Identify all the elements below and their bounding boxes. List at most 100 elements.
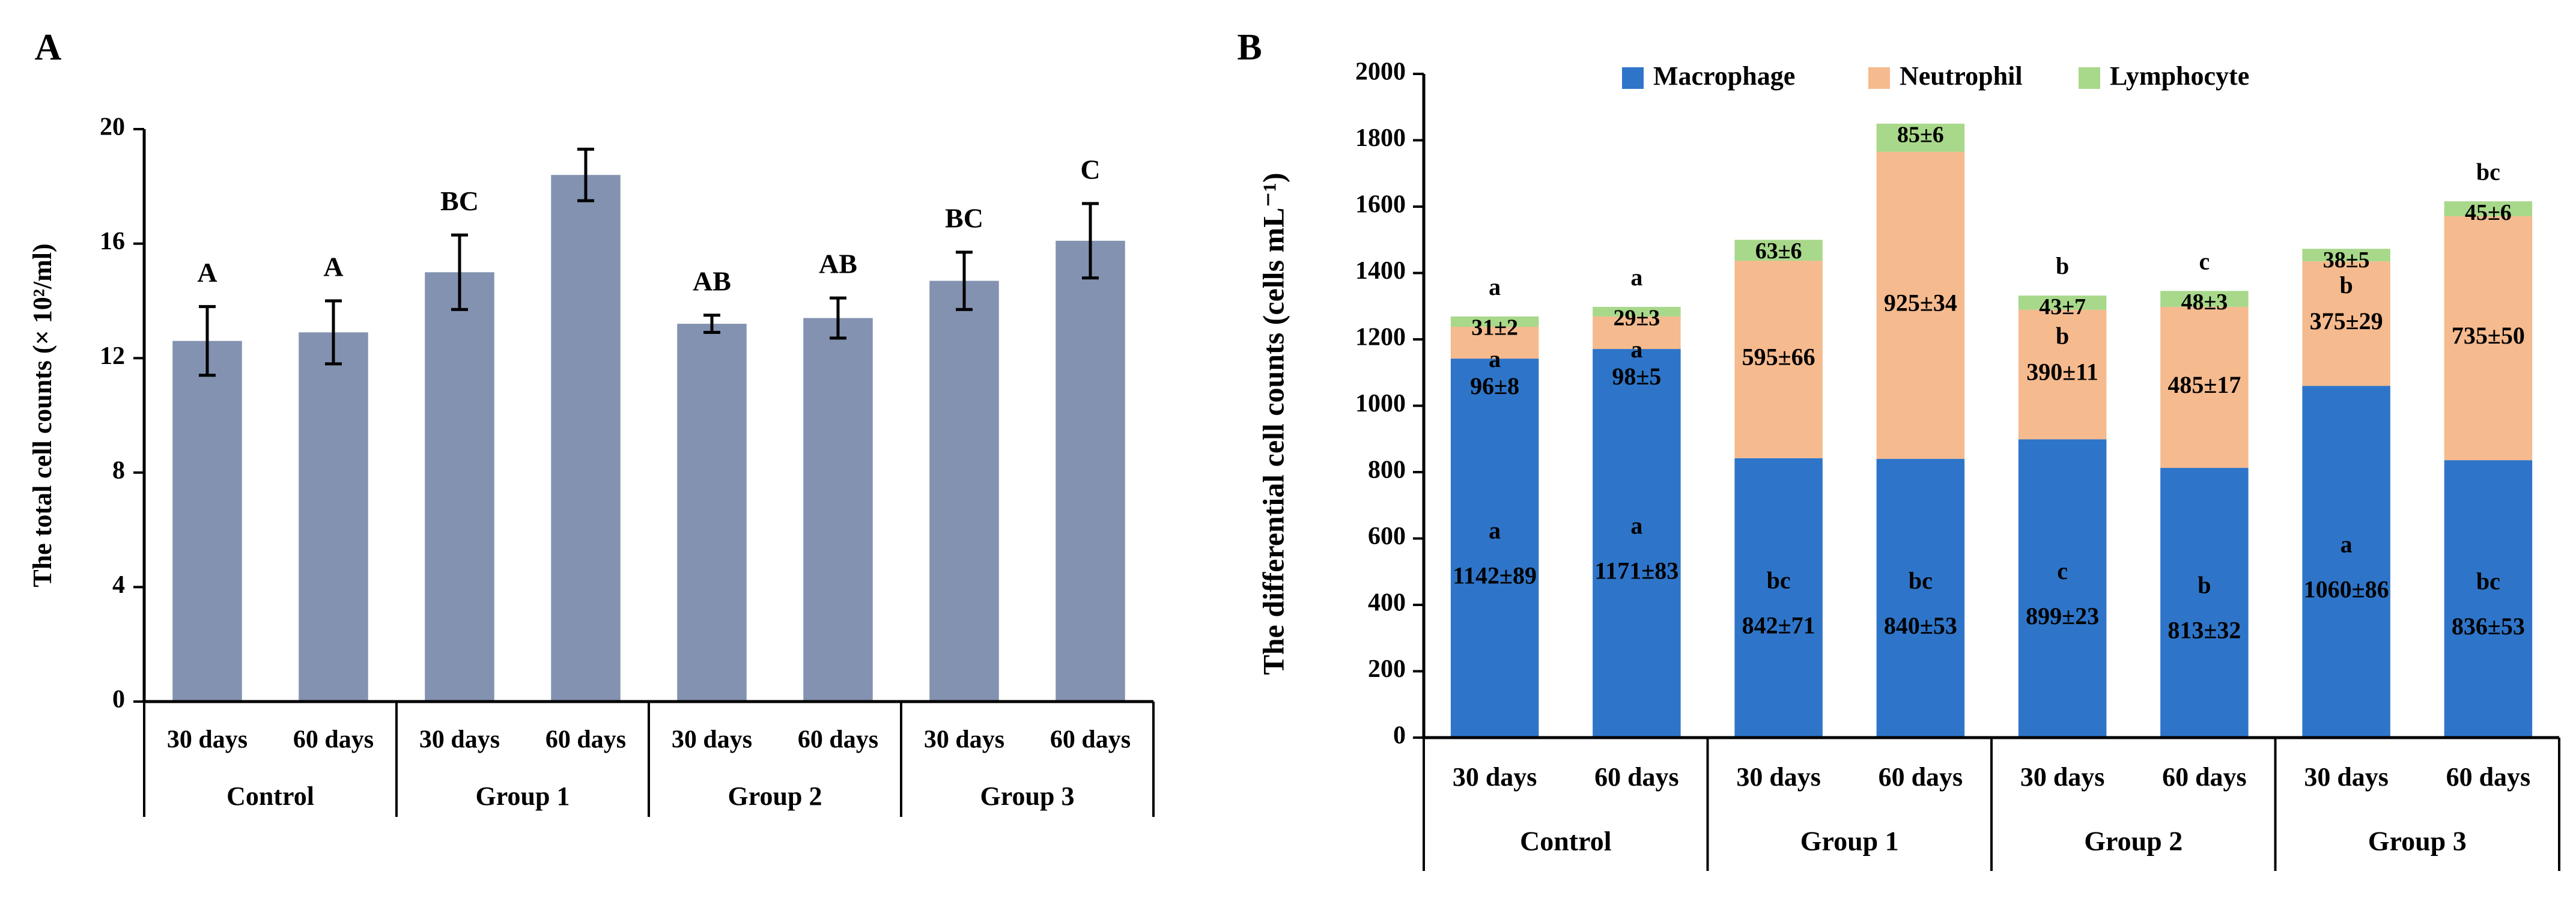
panel-b-significance-letter: a bbox=[1630, 264, 1642, 291]
panel-b-bar-segment bbox=[1593, 349, 1681, 738]
panel-b-x-tick-label: 60 days bbox=[1594, 762, 1679, 792]
panel-a-chart: A The total cell counts (× 10²/ml) 0 4 8 12 16… bbox=[28, 27, 1155, 817]
panel-b-value-label: 45±6 bbox=[2465, 200, 2512, 225]
panel-a-group-label: Control bbox=[226, 781, 314, 811]
panel-b-bar-segment bbox=[2444, 201, 2533, 217]
panel-b-legend-swatch bbox=[1868, 67, 1890, 89]
panel-b-group-label: Group 1 bbox=[1800, 826, 1899, 857]
panel-a-bar bbox=[551, 175, 621, 702]
panel-a-group-label: Group 3 bbox=[980, 781, 1075, 811]
panel-b-bar-segment bbox=[1876, 151, 1965, 459]
panel-a-bar bbox=[299, 332, 368, 702]
panel-b-y-tick-label: 800 bbox=[1368, 457, 1406, 484]
panel-b-value-label: 485±17 bbox=[2167, 371, 2241, 398]
panel-b-bar-segment bbox=[2160, 306, 2249, 468]
panel-b-bar-segment bbox=[2444, 460, 2533, 738]
panel-b-value-label: 98±5 bbox=[1612, 363, 1661, 390]
panel-b-y-tick-label: 0 bbox=[1393, 722, 1406, 750]
panel-b-y-tick-label: 1000 bbox=[1355, 390, 1406, 417]
panel-b-value-label: 899±23 bbox=[2026, 602, 2099, 629]
panel-b-y-tick-label: 1800 bbox=[1355, 124, 1406, 152]
panel-b-x-tick-label: 30 days bbox=[1736, 762, 1821, 792]
panel-b-significance-letter: a bbox=[1489, 517, 1501, 544]
panel-a-x-tick-label: 30 days bbox=[672, 726, 752, 754]
panel-b-value-label: 925±34 bbox=[1884, 290, 1957, 317]
panel-b-bar-segment bbox=[2018, 309, 2107, 440]
panel-b-x-tick-label: 60 days bbox=[2446, 762, 2531, 792]
panel-a-x-tick-label: 30 days bbox=[419, 726, 500, 754]
panel-b-significance-letter: bc bbox=[2476, 568, 2500, 595]
panel-a-bar bbox=[425, 272, 494, 702]
panel-b-significance-letter: c bbox=[2057, 557, 2068, 584]
panel-a-x-tick-label: 60 days bbox=[1050, 726, 1131, 754]
panel-b-significance-letter: b bbox=[2056, 252, 2069, 279]
panel-a-y-tick-label: 0 bbox=[112, 686, 125, 714]
panel-b-value-label: 840±53 bbox=[1884, 612, 1957, 639]
panel-b-x-tick-label: 30 days bbox=[1453, 762, 1537, 792]
panel-b-x-tick-label: 60 days bbox=[2162, 762, 2247, 792]
panel-b-y-tick-label: 600 bbox=[1368, 523, 1406, 550]
panel-b-y-axis-label: The differential cell counts (cells mL⁻¹… bbox=[1256, 172, 1290, 675]
panel-a-y-tick-label: 8 bbox=[112, 457, 125, 484]
panel-b-legend-swatch bbox=[2079, 67, 2100, 89]
panel-b-significance-letter: a bbox=[1630, 512, 1642, 539]
panel-b-value-label: 63±6 bbox=[1755, 238, 1802, 264]
panel-a-x-tick-label: 30 days bbox=[924, 726, 1004, 754]
panel-b-group-label: Control bbox=[1520, 826, 1612, 857]
panel-b-value-label: 48±3 bbox=[2181, 290, 2228, 315]
panel-a-y-tick-label: 20 bbox=[100, 114, 125, 141]
panel-b-y-tick-label: 400 bbox=[1368, 589, 1406, 617]
panel-b-y-tick-label: 1400 bbox=[1355, 257, 1406, 285]
panel-a-significance-letter: A bbox=[323, 251, 343, 282]
panel-b-y-tick-label: 2000 bbox=[1355, 58, 1406, 86]
panel-b-bar-segment bbox=[1734, 240, 1823, 261]
panel-b-bar-segment bbox=[2018, 439, 2107, 738]
panel-b-chart: B The differential cell counts (cells mL⁻… bbox=[1237, 27, 2560, 871]
panel-b-y-tick-label: 1200 bbox=[1355, 324, 1406, 351]
panel-b-legend-label: Neutrophil bbox=[1900, 61, 2023, 91]
panel-b-label: B bbox=[1237, 27, 1262, 68]
panel-a-x-tick-label: 60 days bbox=[545, 726, 626, 754]
panel-b-value-label: 836±53 bbox=[2452, 613, 2525, 640]
panel-a-significance-letter: BC bbox=[440, 186, 479, 216]
panel-a-y-tick-label: 12 bbox=[100, 342, 125, 370]
panel-a-x-tick-label: 60 days bbox=[798, 726, 878, 754]
panel-b-value-label: 375±29 bbox=[2310, 308, 2383, 335]
panel-a-significance-letter: AB bbox=[693, 265, 731, 296]
panel-b-value-label: 1171±83 bbox=[1595, 557, 1679, 584]
panel-b-value-label: 31±2 bbox=[1471, 315, 1518, 341]
panel-b-y-tick-label: 1600 bbox=[1355, 191, 1406, 219]
panel-a-y-tick-label: 4 bbox=[112, 571, 125, 599]
panel-b-value-label: 96±8 bbox=[1470, 372, 1519, 399]
panel-b-bar-segment bbox=[1734, 261, 1823, 458]
panel-b-bar-segment bbox=[1593, 306, 1681, 317]
panel-b-value-label: 813±32 bbox=[2167, 617, 2241, 644]
panel-b-value-label: 595±66 bbox=[1742, 344, 1815, 371]
panel-b-bar-segment bbox=[2302, 261, 2390, 386]
panel-a-bar bbox=[677, 324, 747, 702]
panel-b-value-label: 842±71 bbox=[1742, 612, 1815, 639]
panel-b-significance-letter: bc bbox=[1767, 567, 1791, 594]
panel-b-significance-letter: a bbox=[1489, 345, 1501, 372]
panel-b-bar-segment bbox=[1450, 327, 1539, 359]
panel-b-group-label: Group 2 bbox=[2084, 826, 2183, 857]
panel-b-value-label: 735±50 bbox=[2452, 322, 2525, 349]
panel-b-value-label: 390±11 bbox=[2026, 359, 2098, 386]
panel-b-significance-letter: b bbox=[2340, 271, 2353, 299]
panel-b-significance-letter: bc bbox=[2476, 158, 2500, 185]
panel-b-bar-segment bbox=[1876, 458, 1965, 738]
panel-a-y-axis-label: The total cell counts (× 10²/ml) bbox=[28, 243, 57, 587]
panel-b-significance-letter: a bbox=[1489, 273, 1501, 300]
panel-b-value-label: 38±5 bbox=[2323, 247, 2370, 273]
panel-b-bar-segment bbox=[2302, 386, 2390, 738]
panel-a-group-label: Group 1 bbox=[476, 781, 570, 811]
panel-b-y-tick-label: 200 bbox=[1368, 655, 1406, 683]
panel-b-bar-segment bbox=[1593, 316, 1681, 350]
panel-b-bar-segment bbox=[2160, 291, 2249, 307]
panel-b-x-tick-label: 30 days bbox=[2304, 762, 2389, 792]
panel-a-x-tick-label: 60 days bbox=[293, 726, 374, 754]
panel-b-group-label: Group 3 bbox=[2368, 826, 2467, 857]
panel-b-bar-segment bbox=[2018, 296, 2107, 310]
panel-b-bar-segment bbox=[2160, 467, 2249, 738]
